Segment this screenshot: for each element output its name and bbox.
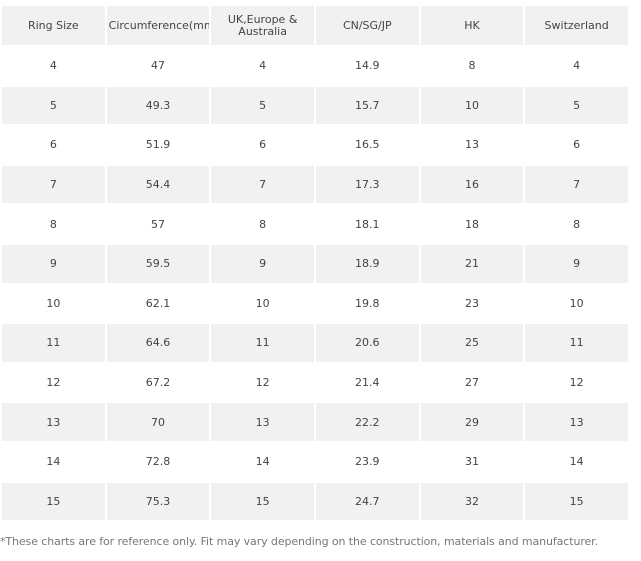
table-cell: 5 <box>525 86 628 125</box>
table-cell: 9 <box>211 244 314 283</box>
table-cell: 72.8 <box>145 455 171 469</box>
table-cell: 15.7 <box>315 86 419 125</box>
table-cell: 24.7 <box>315 482 419 521</box>
table-cell: 54.4 <box>106 165 210 204</box>
column-header: UK,Europe & Australia <box>211 6 314 45</box>
table-cell: 13 <box>211 403 314 441</box>
table-cell: 21 <box>420 244 524 283</box>
column-header: CN/SG/JP <box>315 6 419 45</box>
table-cell: 17.3 <box>315 165 419 204</box>
table-cell: 15 <box>525 482 628 521</box>
table-row: 11 64.6 11 20.6 25 11 <box>2 324 628 362</box>
table-cell: 5 <box>2 86 105 125</box>
table-cell: 12 <box>255 376 270 390</box>
table-cell: 23.9 <box>355 455 380 469</box>
table-cell: 11 <box>2 324 105 362</box>
table-cell: 27 <box>464 376 479 390</box>
table-cell: 7 <box>211 165 314 204</box>
footnote: *These charts are for reference only. Fi… <box>0 535 598 548</box>
table-cell: 10 <box>46 296 61 310</box>
table-cell: 4 <box>259 59 267 73</box>
table-cell: 22.2 <box>315 403 419 441</box>
table-cell: 11 <box>211 324 314 362</box>
table-cell: 10 <box>569 296 584 310</box>
table-cell: 62.1 <box>145 296 171 310</box>
table-cell: 8 <box>573 217 581 231</box>
table-cell: 10 <box>255 296 270 310</box>
table-row: 9 59.5 9 18.9 21 9 <box>2 244 628 283</box>
table-cell: 13 <box>525 403 628 441</box>
column-header: Ring Size <box>2 6 105 45</box>
table-row: 13 70 13 22.2 29 13 <box>2 403 628 441</box>
table-cell: 20.6 <box>315 324 419 362</box>
table-cell: 23 <box>464 296 479 310</box>
table-row: 4 47 4 14.9 8 4 <box>2 47 628 85</box>
table-cell: 4 <box>573 59 581 73</box>
table-cell: 14 <box>46 455 61 469</box>
table-row: 8 57 8 18.1 18 8 <box>2 205 628 243</box>
table-cell: 59.5 <box>106 244 210 283</box>
table-cell: 7 <box>525 165 628 204</box>
table-cell: 8 <box>259 217 267 231</box>
table-cell: 6 <box>49 138 57 152</box>
table-cell: 12 <box>569 376 584 390</box>
table-cell: 5 <box>211 86 314 125</box>
table-cell: 64.6 <box>106 324 210 362</box>
table-cell: 21.4 <box>355 376 380 390</box>
table-cell: 29 <box>420 403 524 441</box>
table-cell: 32 <box>420 482 524 521</box>
column-header: Circumference(mm) <box>106 6 210 45</box>
table-cell: 51.9 <box>145 138 171 152</box>
table-row: 12 67.2 12 21.4 27 12 <box>2 364 628 402</box>
table-cell: 14 <box>569 455 584 469</box>
table-row: 10 62.1 10 19.8 23 10 <box>2 285 628 323</box>
column-header: HK <box>420 6 524 45</box>
table-cell: 7 <box>2 165 105 204</box>
table-cell: 16.5 <box>355 138 380 152</box>
table-cell: 9 <box>525 244 628 283</box>
header-row: Ring Size Circumference(mm) UK,Europe & Au… <box>2 6 628 45</box>
column-header: Switzerland <box>525 6 628 45</box>
table-cell: 13 <box>464 138 479 152</box>
table-cell: 18.1 <box>355 217 380 231</box>
table-cell: 18.9 <box>315 244 419 283</box>
table-cell: 13 <box>2 403 105 441</box>
table-cell: 10 <box>420 86 524 125</box>
table-cell: 15 <box>2 482 105 521</box>
table-row: 5 49.3 5 15.7 10 5 <box>2 86 628 125</box>
table-cell: 14.9 <box>355 59 380 73</box>
table-row: 7 54.4 7 17.3 16 7 <box>2 165 628 204</box>
table-cell: 14 <box>255 455 270 469</box>
table-cell: 19.8 <box>355 296 380 310</box>
table-cell: 70 <box>106 403 210 441</box>
table-row: 6 51.9 6 16.5 13 6 <box>2 126 628 164</box>
table-cell: 25 <box>420 324 524 362</box>
table-cell: 31 <box>464 455 479 469</box>
table-cell: 75.3 <box>106 482 210 521</box>
table-cell: 11 <box>525 324 628 362</box>
table-cell: 15 <box>211 482 314 521</box>
table-cell: 6 <box>259 138 267 152</box>
table-cell: 16 <box>420 165 524 204</box>
table-cell: 8 <box>49 217 57 231</box>
table-cell: 6 <box>573 138 581 152</box>
table-cell: 4 <box>49 59 57 73</box>
table-cell: 67.2 <box>145 376 171 390</box>
table-cell: 18 <box>464 217 479 231</box>
table-row: 15 75.3 15 24.7 32 15 <box>2 482 628 521</box>
table-cell: 49.3 <box>106 86 210 125</box>
table-cell: 9 <box>2 244 105 283</box>
table-cell: 47 <box>150 59 165 73</box>
table-cell: 57 <box>150 217 165 231</box>
table-cell: 12 <box>46 376 61 390</box>
table-row: 14 72.8 14 23.9 31 14 <box>2 443 628 481</box>
size-table: Ring Size Circumference(mm) UK,Europe & Au… <box>0 4 630 522</box>
table-cell: 8 <box>468 59 476 73</box>
